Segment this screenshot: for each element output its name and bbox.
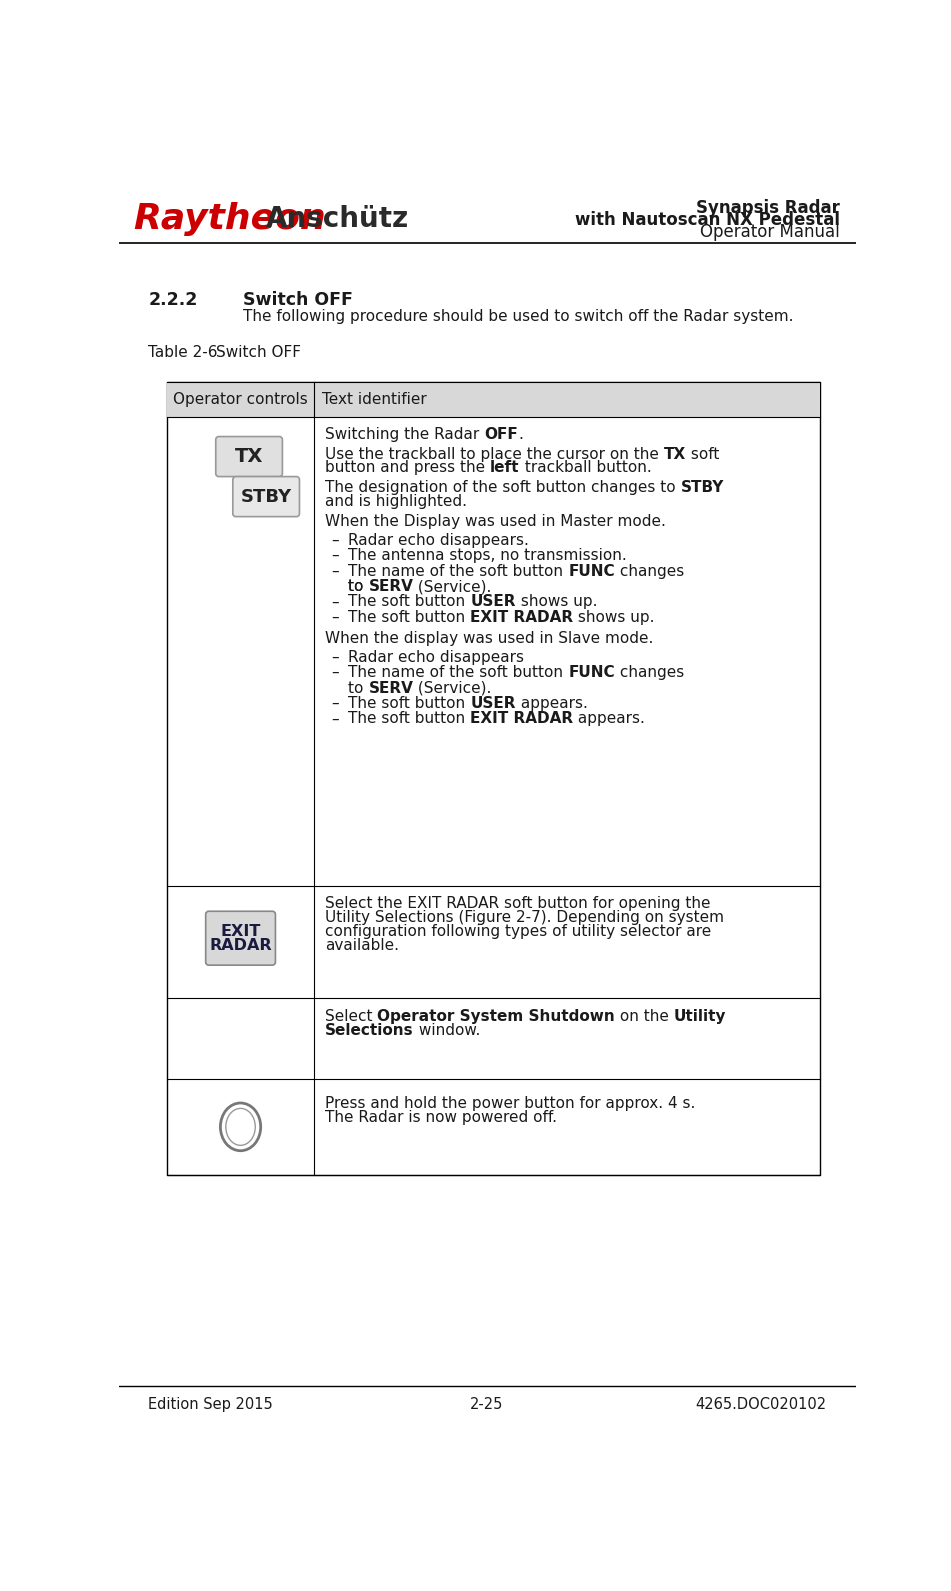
Text: to: to (348, 579, 369, 593)
Text: 2-25: 2-25 (471, 1397, 504, 1411)
Text: Switch OFF: Switch OFF (216, 345, 301, 360)
Text: Select: Select (325, 1009, 378, 1025)
Text: –: – (331, 549, 339, 563)
Text: appears.: appears. (573, 711, 646, 727)
Text: Edition Sep 2015: Edition Sep 2015 (148, 1397, 273, 1411)
Text: Switching the Radar: Switching the Radar (325, 426, 484, 442)
Text: 2.2.2: 2.2.2 (148, 291, 198, 309)
Text: The name of the soft button: The name of the soft button (348, 665, 568, 681)
Text: OFF: OFF (484, 426, 518, 442)
Text: TX: TX (664, 447, 686, 461)
Text: on the: on the (615, 1009, 674, 1025)
Text: When the Display was used in Master mode.: When the Display was used in Master mode… (325, 514, 666, 530)
Text: The Radar is now powered off.: The Radar is now powered off. (325, 1109, 557, 1125)
Text: STBY: STBY (241, 487, 292, 506)
Text: –: – (331, 711, 339, 727)
Text: shows up.: shows up. (515, 595, 597, 609)
Text: Operator System Shutdown: Operator System Shutdown (378, 1009, 615, 1025)
Text: –: – (331, 563, 339, 579)
Text: to: to (348, 579, 369, 593)
Text: FUNC: FUNC (568, 563, 614, 579)
Text: Utility Selections (Figure 2-7). Depending on system: Utility Selections (Figure 2-7). Dependi… (325, 910, 724, 924)
Text: Selections: Selections (325, 1023, 414, 1039)
Text: trackball button.: trackball button. (519, 460, 651, 476)
Text: The soft button: The soft button (348, 609, 471, 625)
Text: The soft button: The soft button (348, 695, 471, 711)
Text: –: – (331, 649, 339, 665)
Text: TX: TX (235, 447, 263, 466)
Text: Use the trackball to place the cursor on the: Use the trackball to place the cursor on… (325, 447, 664, 461)
Text: –: – (331, 609, 339, 625)
Text: Radar echo disappears: Radar echo disappears (348, 649, 524, 665)
Text: The name of the soft button: The name of the soft button (348, 563, 568, 579)
Text: Text identifier: Text identifier (322, 391, 427, 407)
Text: Press and hold the power button for approx. 4 s.: Press and hold the power button for appr… (325, 1096, 695, 1111)
Text: FUNC: FUNC (568, 665, 614, 681)
Text: EXIT: EXIT (221, 924, 261, 939)
Text: changes: changes (614, 665, 684, 681)
Text: The antenna stops, no transmission.: The antenna stops, no transmission. (348, 549, 627, 563)
Text: left: left (490, 460, 519, 476)
Text: The following procedure should be used to switch off the Radar system.: The following procedure should be used t… (243, 310, 793, 325)
Text: button and press the: button and press the (325, 460, 490, 476)
Bar (167, 382, 821, 417)
Text: configuration following types of utility selector are: configuration following types of utility… (325, 924, 711, 939)
Text: –: – (331, 533, 339, 547)
FancyBboxPatch shape (205, 912, 276, 966)
Text: (Service).: (Service). (414, 681, 492, 695)
FancyBboxPatch shape (233, 477, 300, 517)
Text: Switch OFF: Switch OFF (243, 291, 353, 309)
Text: USER: USER (471, 695, 515, 711)
Text: and is highlighted.: and is highlighted. (325, 495, 467, 509)
Bar (167, 382, 821, 1176)
Text: Operator controls: Operator controls (173, 391, 308, 407)
Text: The soft button: The soft button (348, 711, 471, 727)
Text: –: – (331, 595, 339, 609)
Text: –: – (331, 695, 339, 711)
Text: Table 2-6: Table 2-6 (148, 345, 218, 360)
Text: USER: USER (471, 595, 515, 609)
Text: –: – (331, 665, 339, 681)
Text: shows up.: shows up. (573, 609, 655, 625)
Text: SERV: SERV (369, 579, 414, 593)
Text: Select the EXIT RADAR soft button for opening the: Select the EXIT RADAR soft button for op… (325, 896, 710, 912)
Text: to: to (348, 681, 369, 695)
Text: window.: window. (414, 1023, 480, 1039)
Text: The soft button: The soft button (348, 595, 471, 609)
Text: Radar echo disappears.: Radar echo disappears. (348, 533, 529, 547)
Text: EXIT RADAR: EXIT RADAR (471, 609, 573, 625)
Text: soft: soft (686, 447, 719, 461)
Text: Operator Manual: Operator Manual (700, 223, 840, 242)
Text: appears.: appears. (515, 695, 588, 711)
Text: When the display was used in Slave mode.: When the display was used in Slave mode. (325, 632, 653, 646)
Text: with Nautoscan NX Pedestal: with Nautoscan NX Pedestal (574, 212, 840, 229)
Text: .: . (518, 426, 523, 442)
Text: 4265.DOC020102: 4265.DOC020102 (695, 1397, 826, 1411)
Text: Anschütz: Anschütz (266, 205, 409, 232)
Text: changes: changes (614, 563, 684, 579)
Text: Synapsis Radar: Synapsis Radar (696, 199, 840, 216)
Text: available.: available. (325, 937, 399, 953)
Text: Raytheon: Raytheon (133, 202, 325, 235)
Text: STBY: STBY (681, 480, 724, 495)
Text: The designation of the soft button changes to: The designation of the soft button chang… (325, 480, 681, 495)
Text: RADAR: RADAR (209, 937, 272, 953)
FancyBboxPatch shape (216, 436, 282, 477)
Text: EXIT RADAR: EXIT RADAR (471, 711, 573, 727)
Text: (Service).: (Service). (414, 579, 492, 593)
Text: Utility: Utility (674, 1009, 727, 1025)
Text: SERV: SERV (369, 681, 414, 695)
